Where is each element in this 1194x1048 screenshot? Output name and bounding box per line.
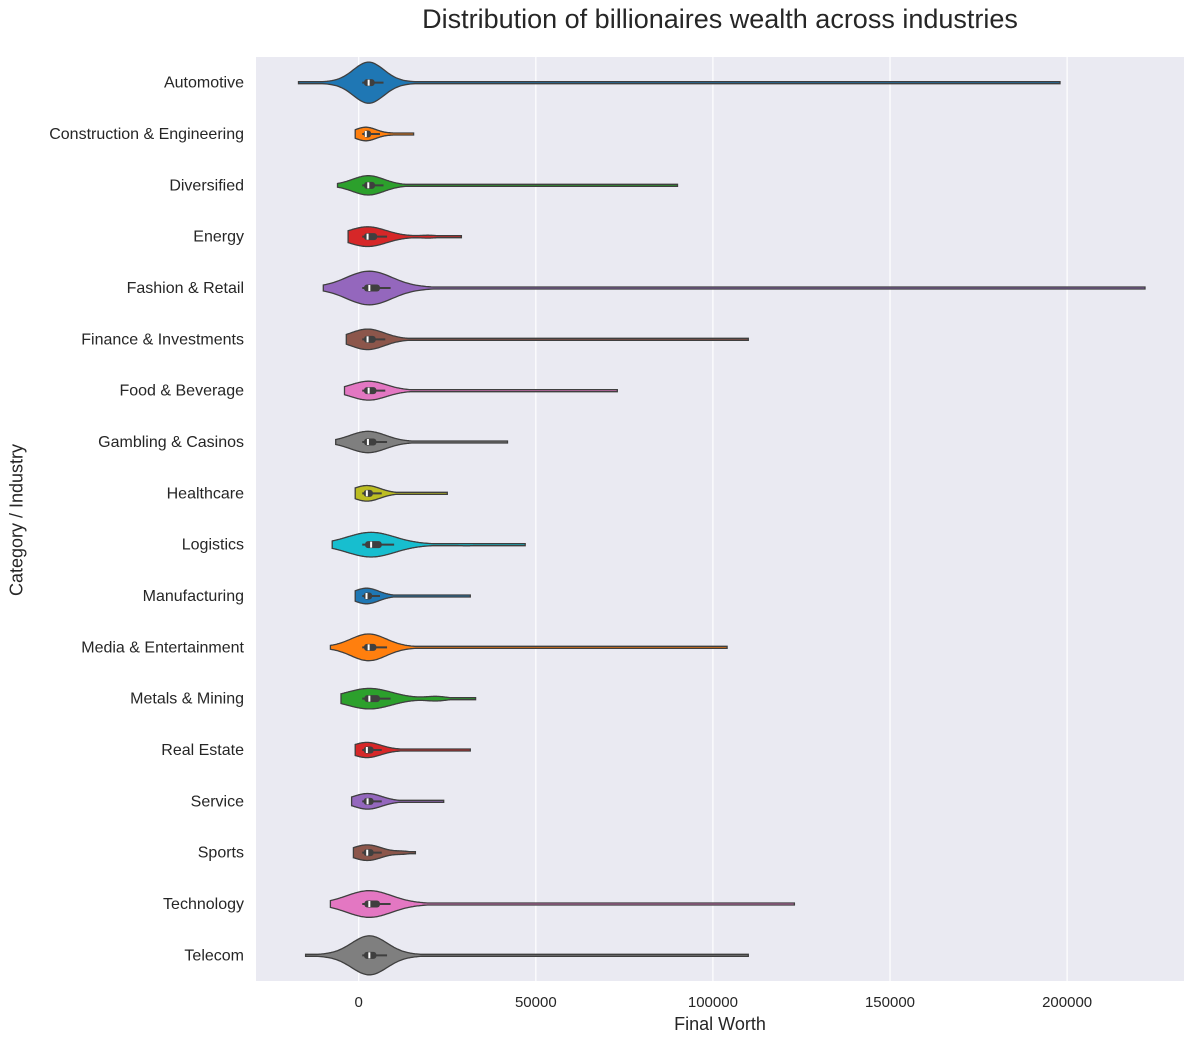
y-tick-label: Healthcare [167, 485, 244, 502]
violin-median [365, 593, 368, 599]
y-tick-label: Media & Entertainment [81, 639, 244, 656]
y-tick-label: Logistics [182, 537, 244, 554]
x-tick-label: 0 [355, 994, 363, 1011]
violin-median [366, 439, 369, 445]
violin-body [354, 741, 471, 759]
y-tick-label: Service [191, 793, 244, 810]
y-tick-label: Food & Beverage [119, 383, 244, 400]
violin-median [367, 644, 370, 651]
violin-body [329, 633, 728, 662]
violin-iqr-box [364, 695, 380, 703]
violin-body [331, 531, 526, 558]
violin-body [352, 844, 417, 862]
violin-body [345, 328, 749, 351]
x-tick-label: 150000 [865, 994, 915, 1011]
violin-body [329, 890, 796, 918]
violin-iqr-box [363, 592, 373, 600]
violin-median [368, 901, 371, 907]
violin-body [354, 484, 448, 502]
y-tick-label: Sports [198, 845, 244, 862]
x-axis-label: Final Worth [674, 1014, 766, 1034]
x-tick-label: 100000 [688, 994, 738, 1011]
violin-body [304, 935, 749, 976]
violin-body [354, 587, 471, 605]
violin-iqr-box [364, 181, 376, 189]
violin-median [364, 131, 367, 137]
violin-iqr-box [364, 387, 377, 395]
y-tick-label: Technology [163, 896, 244, 913]
violin-series [297, 61, 1146, 976]
violin-iqr-box [363, 130, 372, 138]
x-tick-label: 200000 [1042, 994, 1092, 1011]
violin-median [367, 387, 370, 394]
violin-body [347, 226, 463, 248]
violin-median [368, 952, 371, 959]
y-tick-label: Gambling & Casinos [98, 434, 244, 451]
violin-iqr-box [363, 489, 373, 497]
violin-median [367, 182, 370, 189]
y-tick-label: Real Estate [161, 742, 244, 759]
violin-body [297, 61, 1061, 104]
violin-median [365, 747, 368, 753]
violin-iqr-box [363, 849, 374, 857]
grid-lines [358, 57, 1068, 981]
y-axis-label: Category / Industry [6, 443, 27, 597]
violin-iqr-box [364, 643, 377, 651]
violin-median [366, 233, 369, 240]
violin-median [367, 79, 370, 86]
violin-median [366, 336, 369, 343]
violin-body [350, 792, 445, 810]
chart-title: Distribution of billionaires wealth acro… [422, 4, 1018, 34]
violin-median [370, 541, 373, 548]
violin-iqr-box [364, 335, 376, 343]
violin-iqr-box [363, 746, 374, 754]
violin-median [366, 849, 369, 856]
violin-median [368, 695, 371, 702]
y-tick-labels: Automotive Construction & Engineering Dive… [49, 75, 244, 965]
y-tick-label: Construction & Engineering [49, 126, 244, 143]
y-tick-label: Fashion & Retail [127, 280, 244, 297]
y-tick-label: Diversified [169, 177, 244, 194]
plot-background [256, 57, 1184, 981]
violin-iqr-box [363, 797, 374, 805]
violin-body [322, 270, 1146, 306]
violin-body [354, 126, 415, 142]
x-tick-label: 50000 [515, 994, 557, 1011]
y-tick-label: Automotive [164, 75, 244, 92]
y-tick-label: Energy [193, 229, 244, 246]
y-tick-label: Metals & Mining [130, 691, 244, 708]
violin-body [336, 175, 679, 196]
violin-iqr-box [364, 284, 380, 292]
violin-iqr-box [365, 541, 382, 549]
violin-body [340, 687, 477, 710]
violin-iqr-box [364, 233, 378, 241]
violin-body [335, 430, 509, 454]
violin-iqr-box [364, 900, 380, 908]
violin-body [343, 380, 618, 401]
y-tick-label: Manufacturing [143, 588, 244, 605]
violin-median [368, 285, 371, 291]
y-tick-label: Telecom [184, 947, 244, 964]
violin-median [365, 490, 368, 497]
x-tick-labels: 0 50000 100000 150000 200000 [355, 994, 1093, 1011]
violin-iqr-box [364, 438, 377, 446]
violin-median [366, 798, 369, 805]
y-tick-label: Finance & Investments [81, 331, 244, 348]
